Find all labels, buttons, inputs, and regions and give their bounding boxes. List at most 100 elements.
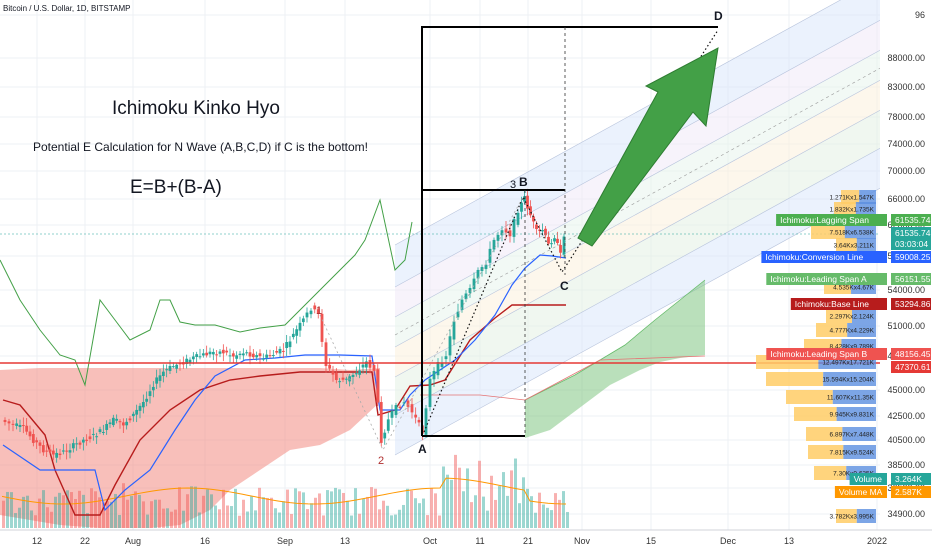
volume-bar: [98, 497, 101, 528]
volume-bar: [106, 501, 109, 528]
candle-body: [338, 381, 342, 383]
candle-body: [278, 348, 282, 354]
kumo-cloud-bearish: [0, 368, 380, 528]
price-tick-label: 83000.00: [887, 82, 925, 92]
volume-bar: [506, 495, 509, 528]
candle-body: [492, 239, 496, 250]
candle-body: [145, 398, 149, 402]
candle-body: [48, 449, 52, 452]
volume-bar: [522, 477, 525, 528]
volume-bar: [526, 488, 529, 528]
volume-bar: [482, 496, 485, 528]
volume-bar: [546, 507, 549, 528]
candle-body: [211, 351, 215, 355]
candle-body: [251, 353, 255, 358]
volume-bar: [434, 493, 437, 528]
candle-body: [444, 356, 448, 360]
volume-bar: [446, 474, 449, 528]
volume-profile-label: 2.297Kx2.124K: [830, 314, 875, 321]
candle-body: [559, 245, 562, 253]
volume-bar: [150, 501, 153, 528]
candle-body: [556, 238, 559, 243]
candle-body: [205, 352, 209, 356]
volume-bar: [558, 499, 561, 528]
volume-bar: [14, 513, 17, 528]
candle-body: [390, 411, 394, 418]
candle-body: [198, 356, 202, 358]
candle-body: [238, 353, 242, 356]
volume-bar: [562, 491, 565, 528]
annotation-title: Ichimoku Kinko Hyo: [112, 98, 280, 119]
candle-body: [111, 417, 115, 426]
volume-bar: [190, 486, 193, 528]
candle-body: [547, 236, 550, 244]
candle-body: [334, 372, 338, 380]
series-name-tag: [776, 214, 887, 226]
volume-bar: [398, 509, 401, 528]
price-value-tag-text: 56151.55: [895, 274, 931, 284]
candle-body: [376, 369, 380, 403]
volume-bar: [326, 490, 329, 528]
volume-bar: [194, 486, 197, 528]
price-value-tag: [891, 361, 931, 373]
price-tick-label: 34900.00: [887, 509, 925, 519]
volume-bar: [322, 515, 325, 528]
price-axis: [880, 0, 932, 530]
candle-body: [364, 361, 368, 368]
candle-body: [35, 440, 39, 443]
candle-body: [313, 305, 317, 310]
volume-profile-bar-up: [814, 466, 847, 480]
candle-body: [228, 355, 232, 357]
volume-bar: [202, 495, 205, 528]
candle-body: [464, 293, 468, 300]
volume-profile-bar-down: [823, 372, 876, 386]
wave-label-1: 1: [316, 305, 322, 317]
volume-profile-bar-up: [794, 407, 837, 421]
volume-bar: [78, 490, 81, 528]
price-value-tag-text: 3.264K: [895, 474, 922, 484]
volume-profile-label: 1.271Kx1.547K: [830, 195, 875, 202]
fib-channel-line: [394, 79, 881, 348]
projection-arrow: [577, 47, 719, 247]
volume-bar: [290, 513, 293, 528]
candle-body: [255, 355, 259, 358]
volume-bar: [534, 512, 537, 528]
price-tick-label: 78000.00: [887, 112, 925, 122]
candle-body: [65, 450, 69, 452]
candle-body: [516, 212, 520, 225]
volume-bar: [46, 507, 49, 528]
volume-bar: [2, 500, 5, 528]
volume-bar: [358, 513, 361, 528]
volume-profile-bar-up: [826, 309, 852, 323]
candle-body: [155, 377, 159, 384]
time-tick-label: Oct: [423, 536, 438, 546]
candle-body: [468, 288, 472, 293]
volume-bar: [422, 498, 425, 528]
candle-body: [448, 336, 452, 356]
volume-bar: [226, 505, 229, 528]
candle-body: [301, 318, 305, 323]
volume-bar: [10, 492, 13, 528]
candle-body: [324, 342, 328, 367]
time-tick-label: 16: [200, 536, 210, 546]
volume-bar: [366, 496, 369, 528]
volume-bar: [318, 493, 321, 528]
candle-body: [520, 202, 523, 212]
volume-bar: [442, 466, 445, 528]
volume-bar: [154, 499, 157, 528]
time-tick-label: 12: [32, 536, 42, 546]
series-name-tag-text: Ichimoku:Leading Span A: [770, 274, 867, 284]
candle-body: [215, 354, 219, 356]
candle-body: [368, 360, 372, 368]
candle-body: [424, 408, 428, 435]
fib-channel-line: [394, 0, 842, 246]
volume-bar: [410, 490, 413, 528]
candle-body: [361, 364, 365, 368]
series-name-tag-text: Ichimoku:Leading Span B: [770, 349, 867, 359]
volume-bar: [474, 495, 477, 528]
volume-profile-bar-down: [836, 407, 876, 421]
price-tick-label: 70000.00: [887, 166, 925, 176]
candle-body: [68, 450, 72, 453]
series-name-tag: [849, 473, 887, 485]
